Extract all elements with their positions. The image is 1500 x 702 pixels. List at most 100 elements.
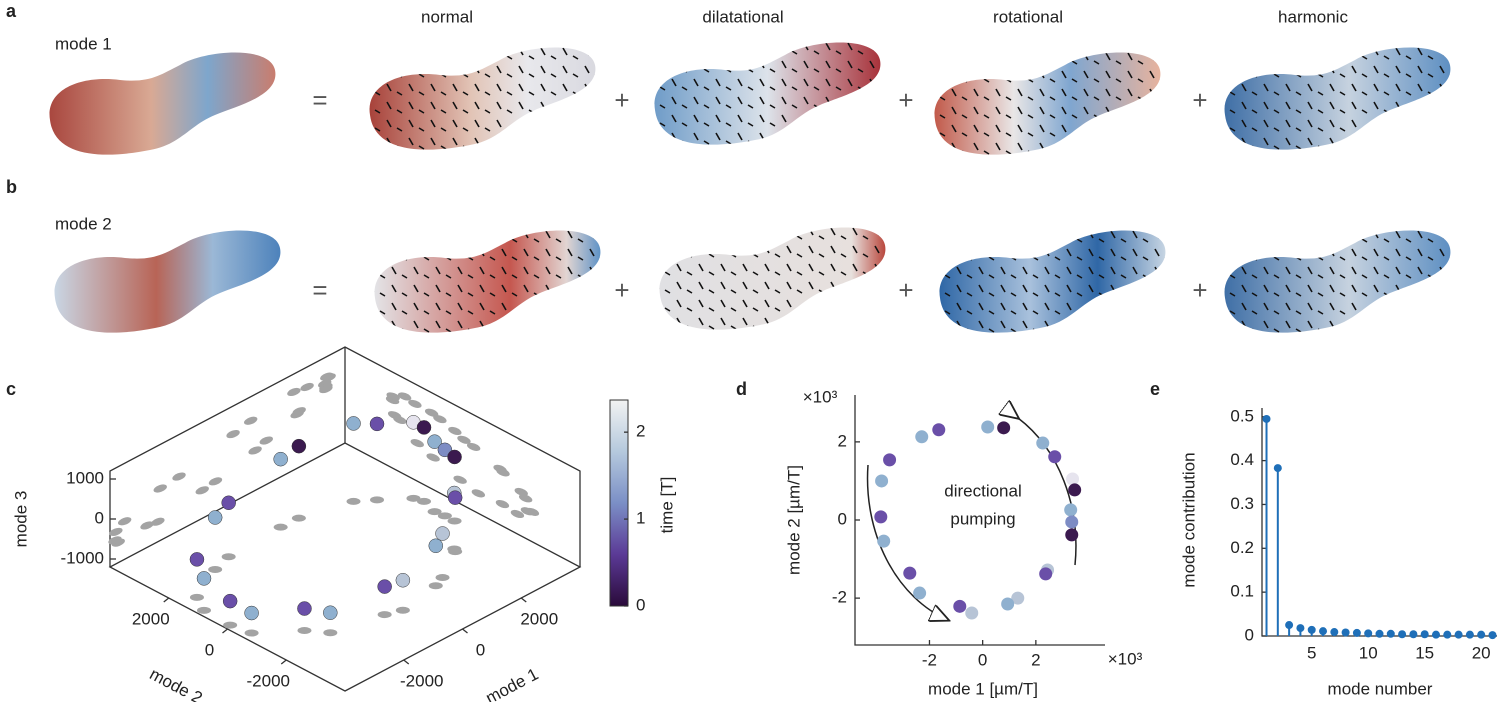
x-axis-label: mode 1 [µm/T] bbox=[928, 679, 1038, 698]
projection bbox=[223, 621, 238, 629]
stem-head bbox=[1307, 625, 1316, 634]
point bbox=[1066, 472, 1080, 486]
projection bbox=[153, 484, 167, 493]
stem-head bbox=[1319, 627, 1328, 636]
point bbox=[1001, 597, 1015, 611]
panel-label: b bbox=[6, 177, 17, 197]
vector-field bbox=[659, 227, 886, 330]
y-axis-label: mode contribution bbox=[1179, 452, 1198, 587]
projection bbox=[226, 429, 240, 439]
stem-head bbox=[1352, 628, 1361, 637]
projection bbox=[471, 489, 486, 498]
point bbox=[1068, 483, 1082, 497]
stem-head bbox=[1262, 414, 1271, 423]
stem-head bbox=[1398, 630, 1407, 639]
stem-head bbox=[1296, 624, 1305, 633]
stem-head bbox=[1477, 630, 1486, 639]
projection bbox=[221, 553, 236, 561]
projection bbox=[447, 517, 462, 525]
point bbox=[1039, 567, 1053, 581]
rotation-arrow bbox=[866, 464, 948, 620]
point bbox=[377, 579, 392, 594]
stem-head bbox=[1386, 629, 1395, 638]
projection bbox=[510, 509, 525, 519]
panel-label: c bbox=[6, 379, 16, 399]
vector-field bbox=[369, 47, 596, 150]
point bbox=[297, 601, 312, 616]
point bbox=[875, 474, 889, 488]
stem-head bbox=[1409, 630, 1418, 639]
projection bbox=[417, 497, 432, 505]
projection bbox=[370, 496, 385, 504]
point bbox=[189, 552, 205, 567]
tick-mark bbox=[520, 597, 527, 603]
projection bbox=[322, 373, 336, 382]
x-axis-label: mode number bbox=[1328, 679, 1433, 698]
z-tick-label: 0 bbox=[95, 508, 104, 527]
stem-head bbox=[1330, 628, 1339, 637]
column-header: dilatational bbox=[702, 7, 783, 26]
column-header: harmonic bbox=[1278, 7, 1348, 26]
point bbox=[1011, 591, 1025, 605]
point bbox=[1065, 528, 1079, 542]
z-tick-label: 1000 bbox=[66, 468, 104, 487]
axis-line bbox=[1261, 408, 1497, 637]
projection bbox=[518, 494, 533, 503]
point bbox=[447, 449, 462, 465]
panel-label: a b c d e bbox=[6, 1, 1160, 399]
projection bbox=[433, 414, 447, 424]
annotation: pumping bbox=[950, 509, 1015, 528]
projection bbox=[377, 611, 392, 619]
panel-label: a bbox=[6, 1, 17, 21]
projection bbox=[208, 477, 223, 486]
colorbar-label: time [T] bbox=[657, 477, 676, 534]
point bbox=[913, 586, 927, 600]
y-multiplier: ×10³ bbox=[803, 387, 838, 406]
projection bbox=[514, 487, 528, 497]
projection bbox=[410, 439, 424, 448]
projection bbox=[386, 392, 400, 401]
projection bbox=[273, 523, 288, 531]
y-tick-label: 0.2 bbox=[1230, 538, 1254, 557]
x-axis-label: mode 1 bbox=[483, 664, 542, 702]
x-tick-label: 0 bbox=[476, 640, 485, 659]
vector-field bbox=[934, 52, 1161, 155]
point bbox=[1064, 503, 1078, 517]
vector-field bbox=[939, 230, 1166, 333]
point bbox=[981, 420, 995, 434]
row-label: mode 2 bbox=[55, 214, 112, 233]
stem-head bbox=[1488, 631, 1497, 640]
projection bbox=[496, 468, 510, 477]
y-tick-label: 0 bbox=[838, 509, 847, 528]
projection bbox=[151, 517, 165, 526]
y-tick-label: 0 bbox=[1245, 625, 1254, 644]
point bbox=[221, 495, 236, 511]
operator: + bbox=[614, 85, 629, 115]
stem-head bbox=[1285, 621, 1294, 630]
colorbar bbox=[609, 399, 629, 607]
operator: + bbox=[1192, 85, 1207, 115]
x-tick-label: 20 bbox=[1472, 643, 1491, 662]
projection bbox=[300, 382, 314, 392]
stem-head bbox=[1341, 628, 1350, 637]
tick-mark bbox=[403, 659, 410, 665]
stem-head bbox=[1443, 630, 1452, 639]
projection bbox=[495, 500, 510, 509]
column-header: normal bbox=[421, 7, 473, 26]
panel-label: d bbox=[736, 379, 747, 399]
point bbox=[1036, 436, 1050, 450]
projection bbox=[208, 565, 223, 573]
z-tick-label: -1000 bbox=[61, 548, 104, 567]
y-tick-label: 0.3 bbox=[1230, 494, 1254, 513]
point bbox=[447, 490, 463, 505]
point bbox=[932, 423, 946, 437]
projection bbox=[424, 408, 439, 417]
projection bbox=[297, 627, 312, 635]
y-tick-label: 0.1 bbox=[1230, 582, 1254, 601]
projection bbox=[244, 629, 259, 637]
point bbox=[883, 453, 897, 467]
surface bbox=[49, 52, 276, 155]
point bbox=[196, 571, 212, 586]
surface bbox=[54, 230, 281, 333]
